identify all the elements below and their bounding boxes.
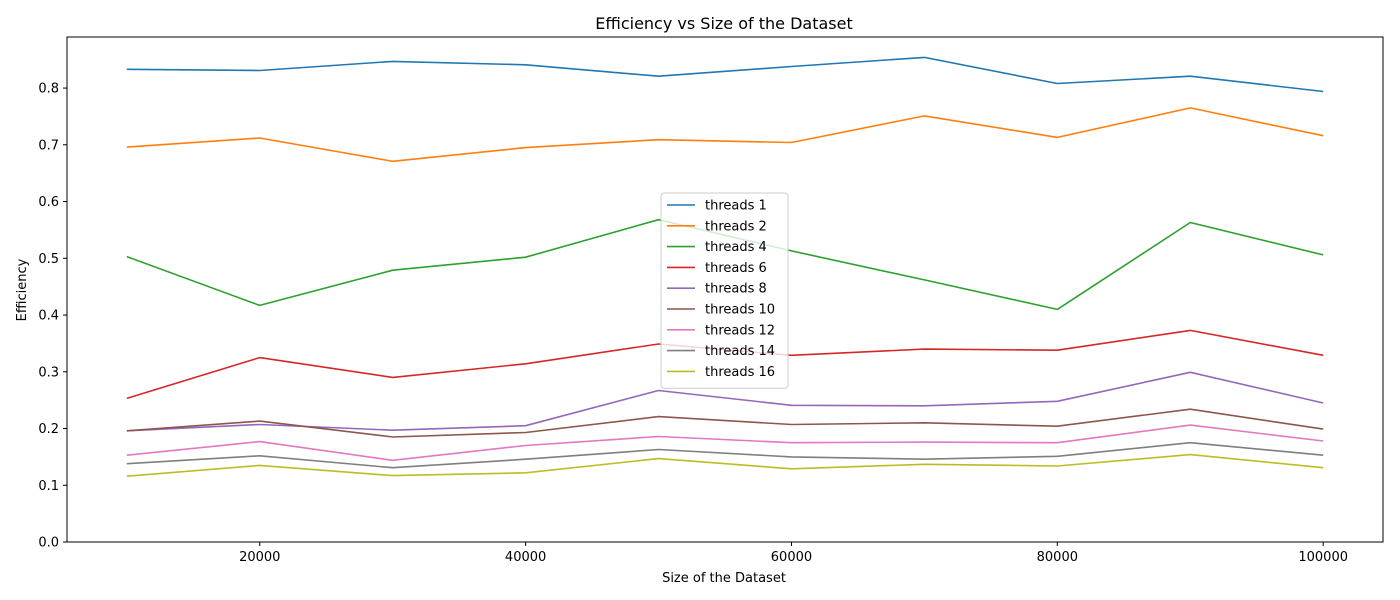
legend-box xyxy=(660,192,789,389)
x-axis-title: Size of the Dataset xyxy=(662,571,786,586)
y-tick-label: 0.1 xyxy=(38,479,59,494)
y-axis-title: Efficiency xyxy=(15,258,30,321)
x-axis: 20000 40000 60000 80000 100000 xyxy=(239,542,1348,565)
y-tick-label: 0.5 xyxy=(38,252,59,267)
y-tick-label: 0.7 xyxy=(38,138,59,153)
y-axis: 0.0 0.1 0.2 0.3 0.4 0.5 0.6 0.7 0.8 xyxy=(38,82,67,551)
series-line-threads-12 xyxy=(126,424,1324,462)
series-line-threads-10 xyxy=(126,408,1324,438)
y-tick-label: 0.0 xyxy=(38,536,59,551)
legend-label: threads 8 xyxy=(705,282,767,297)
legend-label: threads 14 xyxy=(705,344,775,359)
x-tick-label: 20000 xyxy=(239,550,280,565)
legend-label: threads 16 xyxy=(705,365,775,380)
y-tick-label: 0.6 xyxy=(38,195,59,210)
y-tick-label: 0.3 xyxy=(38,365,59,380)
chart-title: Efficiency vs Size of the Dataset xyxy=(595,14,852,33)
series-line-threads-1 xyxy=(126,56,1324,93)
x-tick-label: 100000 xyxy=(1298,550,1348,565)
y-tick-label: 0.8 xyxy=(38,82,59,97)
x-tick-label: 40000 xyxy=(505,550,546,565)
legend-label: threads 4 xyxy=(705,240,767,255)
y-tick-label: 0.4 xyxy=(38,309,59,324)
y-tick-label: 0.2 xyxy=(38,422,59,437)
legend-label: threads 2 xyxy=(705,219,767,234)
legend: threads 1 threads 2 threads 4 threads 6 thre… xyxy=(660,192,789,389)
legend-label: threads 12 xyxy=(705,323,775,338)
series-line-threads-14 xyxy=(126,441,1324,469)
x-tick-label: 60000 xyxy=(771,550,812,565)
legend-label: threads 6 xyxy=(705,261,767,276)
series-line-threads-8 xyxy=(126,371,1324,432)
legend-label: threads 10 xyxy=(705,303,775,318)
x-tick-label: 80000 xyxy=(1037,550,1078,565)
series-line-threads-16 xyxy=(126,453,1324,477)
legend-label: threads 1 xyxy=(705,199,767,214)
plot-frame xyxy=(66,36,1384,543)
series-line-threads-2 xyxy=(126,107,1324,163)
